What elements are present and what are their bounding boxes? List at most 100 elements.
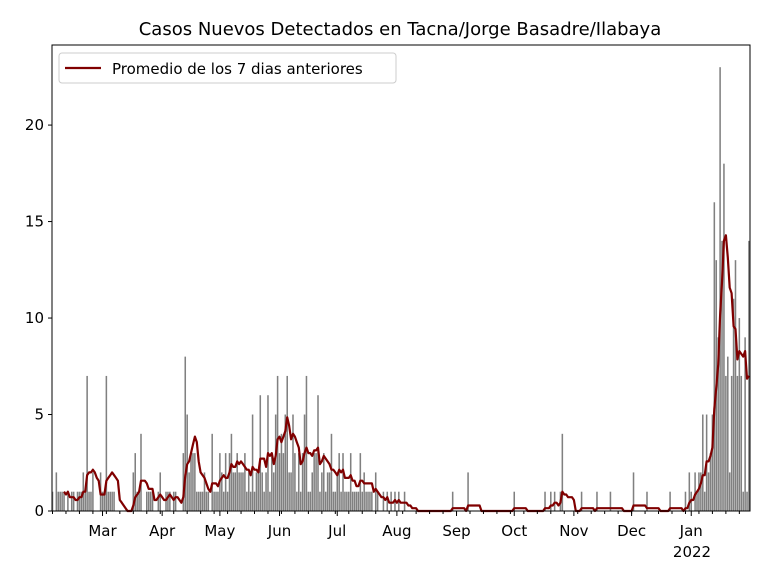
bar: [80, 491, 83, 511]
bar: [238, 472, 240, 511]
x-tick-label: Jan: [679, 522, 703, 540]
bar: [111, 491, 113, 511]
bar: [609, 491, 612, 511]
y-tick-label: 10: [25, 309, 44, 327]
bar: [84, 491, 86, 511]
bar: [146, 491, 148, 511]
bar: [719, 67, 721, 511]
bar: [332, 491, 335, 511]
bar: [234, 472, 237, 511]
bar: [303, 414, 306, 511]
bar: [711, 414, 714, 511]
bar: [292, 414, 294, 511]
bar: [109, 491, 111, 511]
bar: [338, 453, 340, 511]
bar: [299, 491, 302, 511]
x-tick-label: Dec: [617, 522, 646, 540]
bar: [88, 491, 90, 511]
bar: [451, 491, 454, 511]
bar: [309, 491, 312, 511]
bar: [728, 472, 731, 511]
bar: [703, 491, 706, 511]
bar: [336, 472, 339, 511]
bar: [721, 240, 723, 511]
bar: [72, 491, 75, 511]
bar: [284, 414, 287, 511]
bar: [172, 491, 175, 511]
bar: [259, 395, 262, 511]
bar: [78, 491, 81, 511]
bar: [151, 491, 154, 511]
bar: [182, 453, 185, 511]
bar: [159, 472, 162, 511]
bar: [224, 453, 227, 511]
bar: [305, 375, 308, 511]
bar: [342, 453, 344, 511]
bar: [188, 472, 190, 511]
bar: [101, 491, 104, 511]
bar: [324, 491, 327, 511]
bar: [174, 491, 177, 511]
bar: [196, 491, 198, 511]
bar: [286, 375, 288, 511]
x-tick-label: Jun: [267, 522, 291, 540]
bar: [596, 491, 598, 511]
bar: [553, 491, 556, 511]
bar: [365, 491, 367, 511]
bar: [315, 453, 317, 511]
bar: [340, 491, 342, 511]
bar: [70, 491, 73, 511]
bar: [313, 453, 315, 511]
bar: [271, 453, 273, 511]
bar: [727, 356, 729, 511]
bar: [199, 491, 202, 511]
bar: [561, 433, 564, 511]
bar: [725, 375, 727, 511]
bar: [201, 491, 204, 511]
bar: [696, 491, 698, 511]
bar: [369, 491, 371, 511]
bar: [132, 472, 135, 511]
bar: [76, 491, 79, 511]
bar: [203, 472, 206, 511]
bar: [709, 453, 712, 511]
y-tick-label: 0: [34, 502, 44, 520]
bar: [165, 491, 167, 511]
bar: [319, 491, 321, 511]
x-tick-label: May: [204, 522, 235, 540]
bar: [371, 491, 373, 511]
y-tick-label: 15: [25, 213, 44, 231]
bar: [386, 491, 389, 511]
bar: [190, 453, 192, 511]
bar: [669, 491, 671, 511]
bar: [349, 453, 352, 511]
bar: [221, 472, 223, 511]
bar: [61, 491, 63, 511]
bar: [290, 472, 292, 511]
bar: [513, 491, 516, 511]
bar: [323, 453, 325, 511]
bar: [244, 453, 246, 511]
bar: [55, 472, 58, 511]
bar: [90, 491, 92, 511]
bar: [246, 491, 248, 511]
bar: [194, 453, 196, 511]
x-tick-label: Oct: [501, 522, 527, 540]
bar: [57, 491, 60, 511]
bar: [257, 472, 260, 511]
bar: [684, 491, 687, 511]
bar: [205, 491, 208, 511]
chart-title: Casos Nuevos Detectados en Tacna/Jorge B…: [139, 19, 662, 40]
bar: [355, 491, 358, 511]
bar: [63, 491, 65, 511]
bar: [321, 472, 323, 511]
y-tick-label: 5: [34, 406, 44, 424]
bar: [242, 472, 244, 511]
bar: [251, 414, 254, 511]
bar: [213, 491, 215, 511]
bar: [249, 491, 252, 511]
bar: [707, 472, 710, 511]
bar: [717, 337, 719, 511]
plot-frame: [51, 44, 751, 512]
bar: [374, 472, 377, 511]
